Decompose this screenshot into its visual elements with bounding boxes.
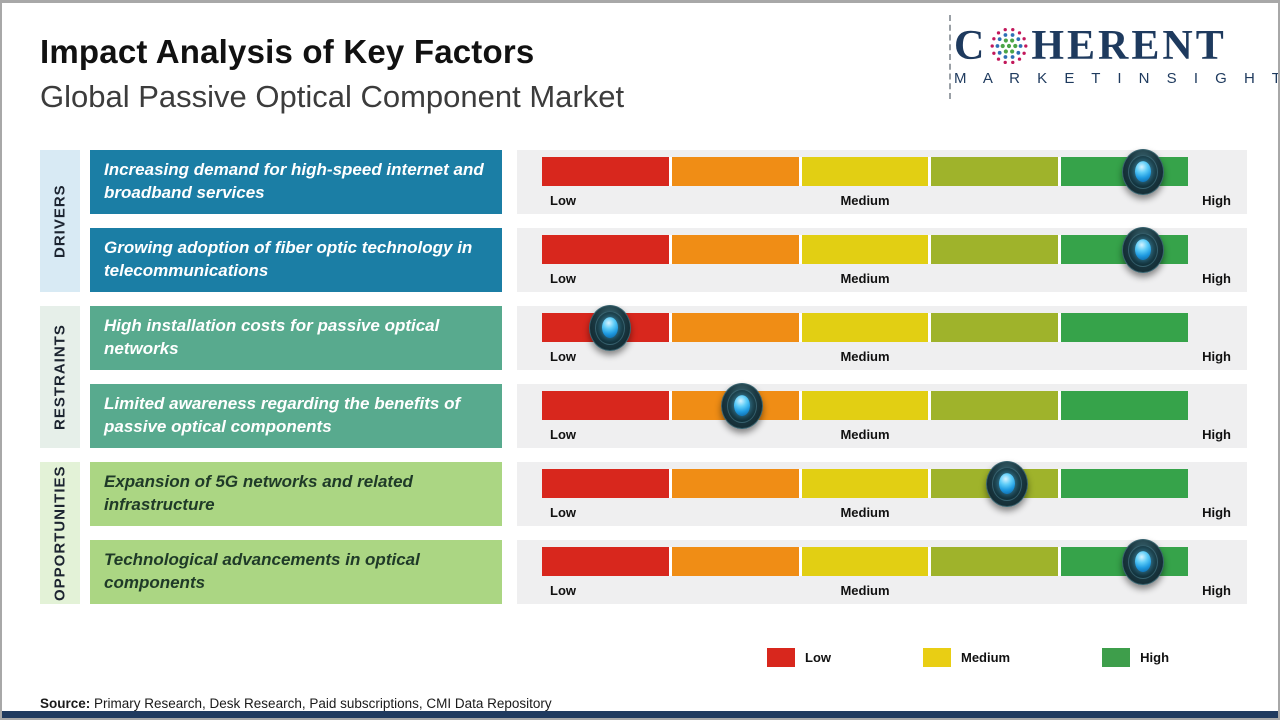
marker-core — [1134, 550, 1151, 572]
impact-marker[interactable] — [1121, 538, 1164, 585]
marker-core — [734, 394, 751, 416]
factor-box: High installation costs for passive opti… — [90, 306, 502, 370]
scale-label-low: Low — [550, 505, 576, 520]
impact-gradient-bar — [542, 226, 1188, 273]
source-label: Source: — [40, 696, 91, 711]
legend-item-medium: Medium — [923, 648, 1010, 667]
impact-marker[interactable] — [1121, 226, 1164, 273]
legend-label-low: Low — [805, 650, 831, 665]
globe-icon — [990, 27, 1028, 65]
marker-core — [601, 316, 618, 338]
impact-gradient-bar — [542, 382, 1188, 429]
scale-label-medium: Medium — [840, 349, 890, 364]
scale-label-high: High — [1202, 583, 1231, 598]
marker-core — [999, 472, 1016, 494]
scale-label-low: Low — [550, 583, 576, 598]
header: Impact Analysis of Key Factors Global Pa… — [40, 33, 624, 115]
factor-box: Limited awareness regarding the benefits… — [90, 384, 502, 448]
legend-swatch-high — [1102, 648, 1131, 667]
marker-ring — [1127, 154, 1158, 189]
impact-gradient-bar — [542, 460, 1188, 507]
impact-scale-row: Low Medium High — [517, 460, 1247, 526]
factor-box: Growing adoption of fiber optic technolo… — [90, 228, 502, 292]
scale-label-medium: Medium — [840, 193, 890, 208]
bottom-accent-bar — [2, 711, 1278, 718]
brand-subtext: M A R K E T I N S I G H T S — [954, 70, 1280, 87]
impact-gradient-bar — [542, 148, 1188, 195]
factor-box: Expansion of 5G networks and related inf… — [90, 462, 502, 526]
category-drivers: DRIVERS — [40, 150, 80, 292]
impact-scale-row: Low Medium High — [517, 148, 1247, 214]
scale-label-low: Low — [550, 271, 576, 286]
factor-box: Technological advancements in optical co… — [90, 540, 502, 604]
scale-label-high: High — [1202, 349, 1231, 364]
page-subtitle: Global Passive Optical Component Market — [40, 79, 625, 114]
scale-label-high: High — [1202, 193, 1231, 208]
scale-label-high: High — [1202, 427, 1231, 442]
legend-swatch-low — [767, 648, 795, 667]
impact-marker[interactable] — [588, 304, 631, 351]
source-note: Source: Primary Research, Desk Research,… — [40, 696, 552, 711]
category-restraints: RESTRAINTS — [40, 306, 80, 448]
scale-label-medium: Medium — [840, 583, 890, 598]
brand-logo: C — [954, 25, 1280, 87]
impact-scale-row: Low Medium High — [517, 304, 1247, 370]
marker-ring — [1127, 232, 1158, 267]
marker-ring — [727, 388, 758, 423]
scale-label-high: High — [1202, 505, 1231, 520]
impact-marker[interactable] — [721, 382, 764, 429]
impact-marker[interactable] — [1121, 148, 1164, 195]
scale-label-low: Low — [550, 193, 576, 208]
scale-label-low: Low — [550, 427, 576, 442]
legend-label-high: High — [1140, 650, 1170, 665]
impact-matrix: DRIVERS Increasing demand for high-speed… — [40, 148, 1247, 604]
header-divider — [949, 15, 951, 99]
factor-box: Increasing demand for high-speed interne… — [90, 150, 502, 214]
scale-label-medium: Medium — [840, 271, 890, 286]
marker-core — [1134, 238, 1151, 260]
source-text: Primary Research, Desk Research, Paid su… — [90, 696, 552, 711]
impact-scale-row: Low Medium High — [517, 226, 1247, 292]
legend-swatch-medium — [923, 648, 951, 667]
marker-core — [1134, 160, 1151, 182]
category-opportunities: OPPORTUNITIES — [40, 462, 80, 604]
marker-ring — [1127, 544, 1158, 579]
impact-gradient-bar — [542, 304, 1188, 351]
legend-item-high: High — [1102, 648, 1169, 667]
page-title: Impact Analysis of Key Factors — [40, 33, 535, 70]
scale-label-high: High — [1202, 271, 1231, 286]
impact-gradient-bar — [542, 538, 1188, 585]
scale-label-medium: Medium — [840, 427, 890, 442]
marker-ring — [992, 466, 1023, 501]
impact-marker[interactable] — [986, 460, 1029, 507]
legend-label-medium: Medium — [961, 650, 1011, 665]
legend-item-low: Low — [767, 648, 831, 667]
impact-scale-row: Low Medium High — [517, 538, 1247, 604]
impact-scale-row: Low Medium High — [517, 382, 1247, 448]
brand-letter-c: C — [954, 23, 988, 69]
marker-ring — [594, 310, 625, 345]
scale-label-medium: Medium — [840, 505, 890, 520]
brand-letters-rest: HERENT — [1031, 23, 1227, 69]
scale-label-low: Low — [550, 349, 576, 364]
legend: Low Medium High — [767, 648, 1169, 667]
brand-wordmark: C — [954, 25, 1254, 67]
